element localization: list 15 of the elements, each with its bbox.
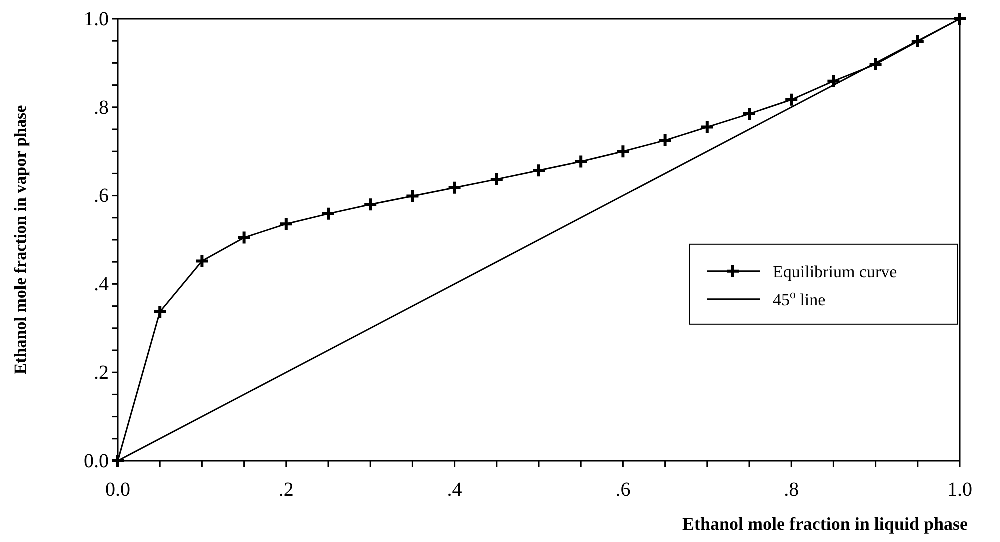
x-axis-title: Ethanol mole fraction in liquid phase xyxy=(682,514,968,534)
y-tick-label: .4 xyxy=(94,274,109,296)
legend-label: Equilibrium curve xyxy=(773,262,898,282)
x-tick-label: .2 xyxy=(278,479,294,501)
y-tick-label: 1.0 xyxy=(84,8,109,30)
x-tick-label: .4 xyxy=(447,479,462,501)
y-axis-title: Ethanol mole fraction in vapor phase xyxy=(11,104,30,375)
y-tick-label: 0.0 xyxy=(84,450,109,472)
y-tick-label: .8 xyxy=(94,96,109,119)
legend-label: 45$^{o}$ line xyxy=(773,287,826,310)
y-tick-label: .2 xyxy=(94,362,109,384)
x-tick-label: .8 xyxy=(784,479,800,501)
y-tick-label: .6 xyxy=(94,185,109,208)
x-tick-label: 1.0 xyxy=(948,479,972,501)
x-tick-label: .6 xyxy=(616,479,631,501)
